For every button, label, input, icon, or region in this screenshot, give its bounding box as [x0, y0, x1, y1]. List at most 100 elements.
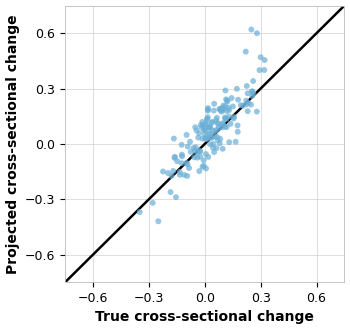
Point	[177, 172, 183, 178]
Point	[214, 134, 220, 140]
Point	[223, 88, 228, 93]
Point	[228, 121, 233, 126]
Point	[224, 124, 229, 130]
Point	[196, 130, 202, 136]
Point	[198, 122, 204, 127]
Point	[245, 109, 251, 114]
Point	[208, 124, 213, 129]
Point	[160, 169, 166, 174]
Point	[193, 125, 198, 130]
Point	[187, 139, 193, 145]
Point	[172, 155, 177, 160]
Point	[195, 150, 200, 155]
Point	[179, 154, 185, 159]
Point	[199, 119, 205, 125]
Point	[219, 125, 225, 130]
Point	[179, 160, 184, 166]
Point	[200, 164, 205, 169]
Point	[193, 145, 198, 150]
Point	[214, 146, 219, 151]
Point	[185, 162, 190, 167]
Point	[205, 108, 211, 113]
Point	[248, 102, 254, 107]
Point	[245, 91, 250, 96]
Point	[226, 114, 232, 119]
Point	[204, 122, 210, 127]
Point	[205, 154, 211, 160]
Point	[220, 107, 226, 113]
Point	[202, 126, 208, 131]
Point	[205, 105, 211, 111]
Point	[216, 125, 222, 130]
Point	[184, 132, 189, 138]
Point	[245, 100, 251, 106]
Point	[170, 168, 176, 174]
X-axis label: True cross-sectional change: True cross-sectional change	[96, 311, 314, 324]
Point	[220, 121, 225, 127]
Point	[177, 169, 183, 175]
Point	[202, 131, 207, 137]
Point	[223, 103, 228, 109]
Point	[197, 169, 202, 174]
Point	[214, 115, 220, 120]
Point	[169, 173, 174, 179]
Point	[168, 189, 173, 195]
Point	[220, 103, 226, 108]
Point	[195, 135, 201, 140]
Point	[215, 121, 221, 127]
Point	[219, 109, 224, 114]
Point	[218, 108, 224, 113]
Point	[240, 103, 246, 108]
Point	[210, 145, 216, 150]
Point	[215, 138, 220, 143]
Y-axis label: Projected cross-sectional change: Projected cross-sectional change	[6, 14, 20, 274]
Point	[250, 89, 255, 94]
Point	[207, 125, 212, 130]
Point	[220, 120, 226, 126]
Point	[224, 98, 230, 103]
Point	[207, 131, 213, 137]
Point	[215, 120, 220, 125]
Point	[209, 135, 215, 140]
Point	[204, 136, 209, 141]
Point	[210, 141, 216, 147]
Point	[212, 134, 217, 139]
Point	[254, 109, 260, 114]
Point	[251, 91, 257, 96]
Point	[230, 104, 236, 109]
Point	[257, 68, 262, 73]
Point	[258, 54, 264, 60]
Point	[204, 117, 210, 122]
Point	[155, 219, 161, 224]
Point	[234, 86, 240, 91]
Point	[192, 148, 198, 153]
Point	[206, 125, 211, 130]
Point	[209, 120, 215, 125]
Point	[205, 116, 210, 121]
Point	[200, 123, 205, 128]
Point	[210, 119, 215, 124]
Point	[195, 155, 200, 160]
Point	[262, 57, 267, 63]
Point	[179, 152, 185, 157]
Point	[186, 165, 192, 171]
Point	[244, 83, 250, 89]
Point	[248, 27, 254, 32]
Point	[198, 125, 204, 130]
Point	[238, 103, 244, 108]
Point	[194, 128, 199, 133]
Point	[250, 78, 256, 83]
Point	[218, 107, 223, 112]
Point	[197, 154, 203, 159]
Point	[235, 97, 241, 102]
Point	[217, 141, 223, 146]
Point	[224, 116, 229, 121]
Point	[217, 136, 223, 142]
Point	[207, 142, 213, 147]
Point	[220, 105, 225, 111]
Point	[217, 107, 223, 112]
Point	[222, 116, 228, 121]
Point	[191, 146, 196, 151]
Point	[213, 117, 219, 123]
Point	[231, 116, 236, 121]
